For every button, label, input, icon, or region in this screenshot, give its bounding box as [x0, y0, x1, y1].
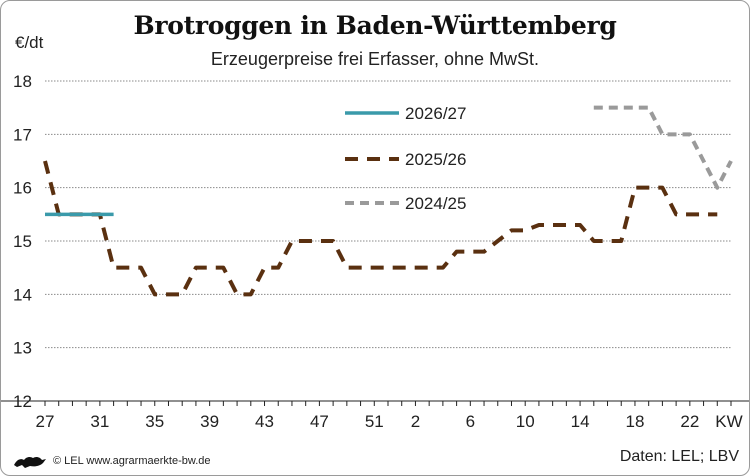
- x-tick-label: 2: [411, 412, 420, 431]
- x-tick-label: 27: [36, 412, 55, 431]
- y-tick-label: 12: [13, 392, 32, 411]
- x-axis-unit-label: KW: [715, 412, 742, 431]
- legend-label-2025-26: 2025/26: [405, 150, 466, 169]
- legend: 2026/27 2025/26 2024/25: [345, 104, 466, 213]
- x-tick-label: 22: [680, 412, 699, 431]
- series-line-2024-25: [593, 105, 733, 190]
- y-tick-label: 14: [13, 285, 32, 304]
- series-line-2025-26: [43, 160, 718, 297]
- chart-title: Brotroggen in Baden-Württemberg: [133, 11, 617, 40]
- x-tick-label: 18: [625, 412, 644, 431]
- y-tick-label: 15: [13, 232, 32, 251]
- x-tick-label: 39: [200, 412, 219, 431]
- lion-logo-icon: [14, 456, 46, 468]
- footer-credit-text: © LEL www.agrarmaerkte-bw.de: [53, 455, 211, 467]
- y-tick-label: 17: [13, 125, 32, 144]
- legend-label-2026-27: 2026/27: [405, 104, 466, 123]
- y-tick-label: 13: [13, 339, 32, 358]
- chart-subtitle: Erzeugerpreise frei Erfasser, ohne MwSt.: [210, 49, 540, 69]
- legend-label-2024-25: 2024/25: [405, 194, 466, 213]
- footer-source: Daten: LEL; LBV: [619, 448, 739, 465]
- footer-credit: © LEL www.agrarmaerkte-bw.de: [13, 453, 211, 469]
- x-tick-label: 47: [310, 412, 329, 431]
- x-tick-label: 31: [90, 412, 109, 431]
- y-axis-unit-label: €/dt: [15, 33, 44, 52]
- x-tick-label: 35: [145, 412, 164, 431]
- x-tick-label: 14: [571, 412, 590, 431]
- y-tick-label: 16: [13, 179, 32, 198]
- grid-layer: [45, 80, 731, 349]
- y-tick-label: 18: [13, 72, 32, 91]
- x-tick-label: 10: [516, 412, 535, 431]
- x-tick-label: 43: [255, 412, 274, 431]
- x-tick-label: 51: [365, 412, 384, 431]
- x-tick-label: 6: [466, 412, 475, 431]
- series-layer: [43, 105, 733, 297]
- axis-layer: 12 13 14 15 16 17 18 27 31 35 39 43 47 51 2 6 10 14 18 22 KW: [1, 72, 749, 431]
